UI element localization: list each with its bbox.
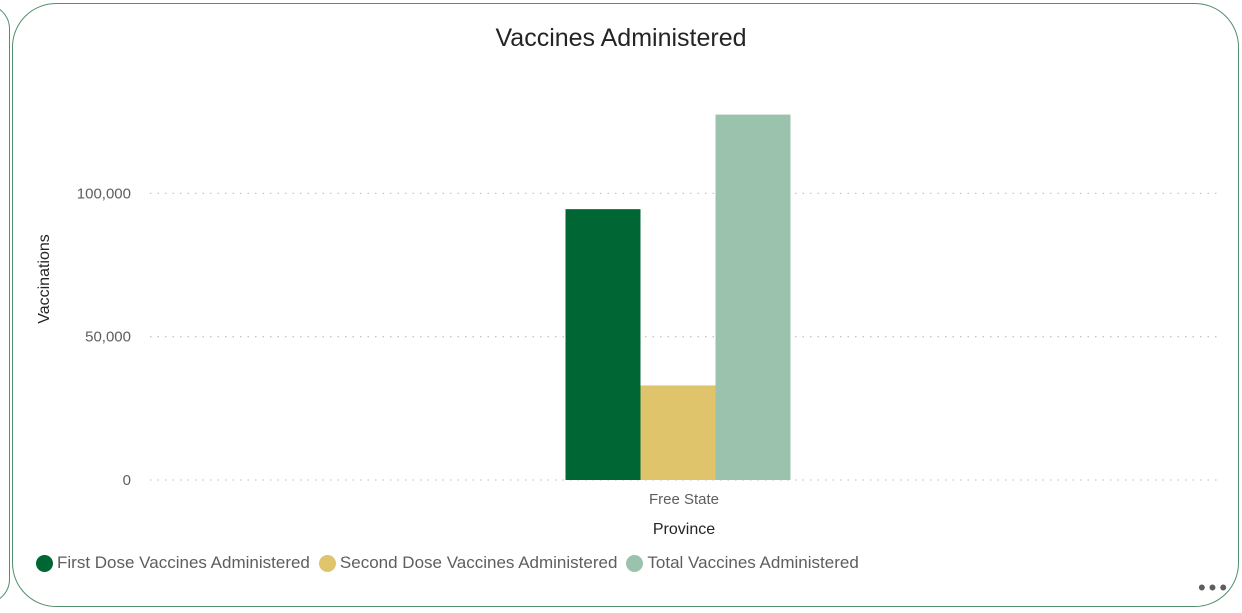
x-axis-ticks: Free State [649,491,719,508]
more-options-button[interactable]: ••• [1197,575,1231,600]
legend-label: First Dose Vaccines Administered [57,553,310,572]
legend-label: Second Dose Vaccines Administered [339,553,618,572]
legend-item[interactable]: Total Vaccines Administered [626,553,859,573]
y-tick-label: 50,000 [85,329,131,346]
bar[interactable] [640,385,716,480]
bar[interactable] [715,114,791,481]
chart-title: Vaccines Administered [495,24,747,52]
x-axis-title: Province [653,521,715,538]
legend-swatch [626,554,644,572]
legend-swatch [36,554,53,572]
legend-item[interactable]: Second Dose Vaccines Administered [318,553,618,573]
y-axis-title: Vaccinations [36,234,53,324]
y-axis-ticks: 0 50,000 100,000 [77,185,131,489]
legend: First Dose Vaccines Administered Second D… [36,553,868,573]
bars [565,114,791,481]
legend-label: Total Vaccines Administered [647,553,859,572]
gridlines [150,192,1222,481]
y-tick-label: 100,000 [77,185,131,202]
legend-swatch [318,554,336,572]
y-tick-label: 0 [123,472,131,489]
x-tick-label: Free State [649,491,719,508]
bar[interactable] [565,209,641,480]
legend-item[interactable]: First Dose Vaccines Administered [36,553,310,573]
